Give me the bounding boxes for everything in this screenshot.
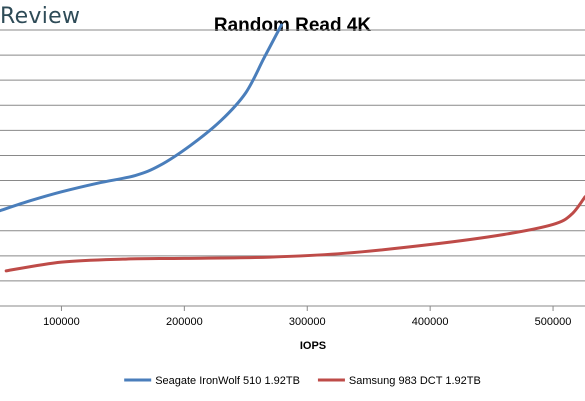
series-line-0 [0,23,283,213]
legend-label-0: Seagate IronWolf 510 1.92TB [155,375,300,387]
legend-label-1: Samsung 983 DCT 1.92TB [349,375,481,387]
x-tick-label-4: 500000 [535,316,572,328]
x-tick-label-1: 200000 [166,316,203,328]
brand-logo-text: Review [0,4,81,29]
x-axis-label: IOPS [300,340,326,352]
x-tick-label-0: 100000 [43,316,80,328]
x-tick-label-2: 300000 [289,316,326,328]
x-tick-label-3: 400000 [412,316,449,328]
series-line-1 [4,195,585,273]
chart-title: Random Read 4K [213,15,372,36]
